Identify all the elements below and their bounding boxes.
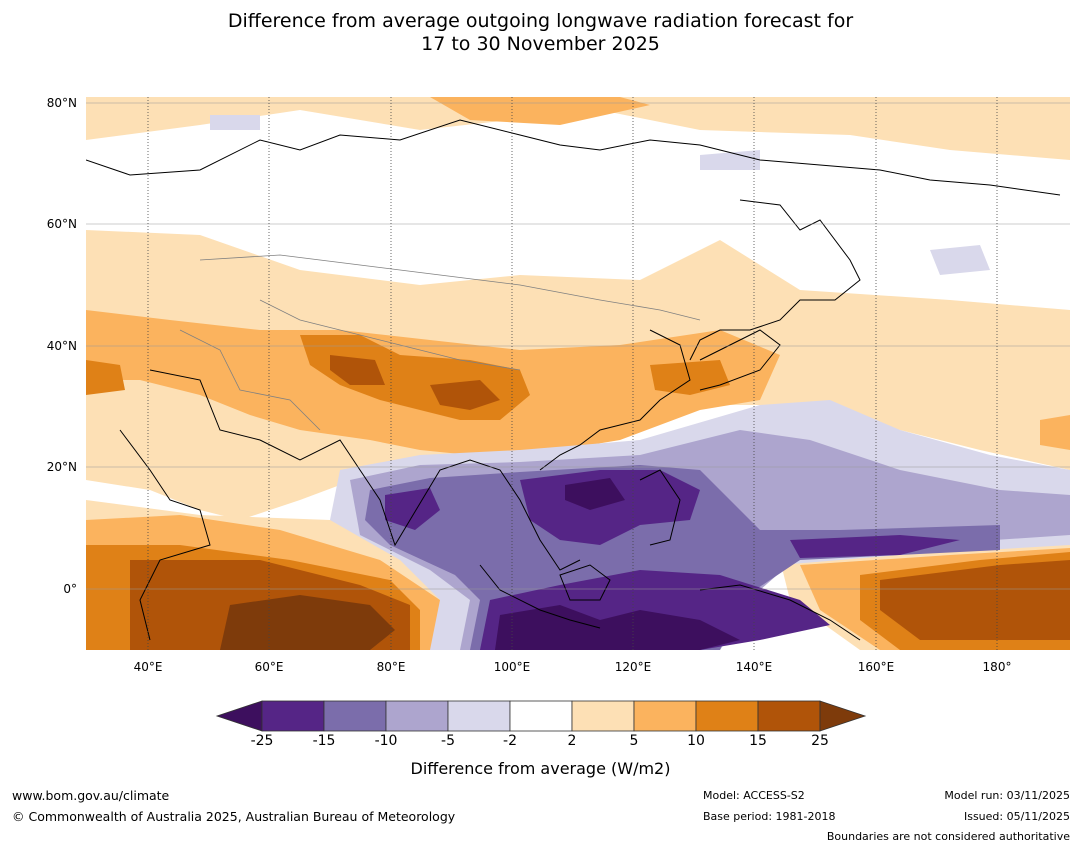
- colorbar-extend-high: [819, 700, 867, 732]
- colorbar-label: Difference from average (W/m2): [410, 759, 671, 778]
- colorbar: [215, 700, 867, 732]
- footer-copyright: © Commonwealth of Australia 2025, Austra…: [12, 809, 456, 824]
- colorbar-segment: [447, 700, 511, 732]
- colorbar-tick-label: -15: [312, 733, 336, 749]
- colorbar-segment: [571, 700, 635, 732]
- colorbar-tick-label: -10: [374, 733, 398, 749]
- colorbar-tick-label: -5: [441, 733, 455, 749]
- lon-label-140e: 140°E: [735, 660, 773, 674]
- colorbar-segment: [323, 700, 387, 732]
- footer-base-period: Base period: 1981-2018: [703, 810, 836, 823]
- lat-label-80n: 80°N: [46, 96, 77, 110]
- footer-model-run: Model run: 03/11/2025: [944, 789, 1070, 802]
- latitude-gridlines: [86, 102, 1070, 590]
- lon-label-180: 180°: [982, 660, 1012, 674]
- lat-label-60n: 60°N: [46, 217, 77, 231]
- lon-label-100e: 100°E: [493, 660, 531, 674]
- footer-model: Model: ACCESS-S2: [703, 789, 805, 802]
- lat-label-20n: 20°N: [46, 460, 77, 474]
- colorbar-tick-label: 15: [749, 733, 767, 749]
- longitude-gridlines: [147, 97, 998, 650]
- anomaly-below-minus-25: [495, 478, 740, 650]
- footer-url[interactable]: www.bom.gov.au/climate: [12, 788, 170, 803]
- colorbar-tick-label: 10: [687, 733, 705, 749]
- lon-label-120e: 120°E: [614, 660, 652, 674]
- colorbar-tick-label: 2: [567, 733, 577, 749]
- lon-label-160e: 160°E: [857, 660, 895, 674]
- colorbar-segment: [261, 700, 325, 732]
- footer-issued: Issued: 05/11/2025: [963, 810, 1070, 823]
- lon-label-60e: 60°E: [254, 660, 284, 674]
- colorbar-tick-label: 25: [811, 733, 829, 749]
- olr-anomaly-map: [86, 97, 1070, 650]
- title-line-1: Difference from average outgoing longwav…: [227, 10, 854, 32]
- colorbar-tick-label: 5: [629, 733, 639, 749]
- colorbar-segment: [695, 700, 759, 732]
- country-borders: [179, 254, 701, 431]
- map-field: [86, 97, 1070, 650]
- colorbar-segment: [385, 700, 449, 732]
- colorbar-segment: [757, 700, 821, 732]
- footer-boundaries-note: Boundaries are not considered authoritat…: [826, 830, 1070, 843]
- colorbar-tick-label: -2: [503, 733, 517, 749]
- chart-title: Difference from average outgoing longwav…: [0, 10, 1081, 56]
- lat-label-0: 0°: [63, 582, 77, 596]
- coastlines: [86, 119, 1061, 641]
- colorbar-tick-label: -25: [250, 733, 274, 749]
- lat-label-40n: 40°N: [46, 339, 77, 353]
- colorbar-segment: [633, 700, 697, 732]
- colorbar-segment: [509, 700, 573, 732]
- anomaly-above-25: [220, 595, 395, 650]
- lon-label-40e: 40°E: [133, 660, 163, 674]
- title-line-2: 17 to 30 November 2025: [421, 33, 660, 55]
- colorbar-extend-low: [215, 700, 263, 732]
- lon-label-80e: 80°E: [376, 660, 406, 674]
